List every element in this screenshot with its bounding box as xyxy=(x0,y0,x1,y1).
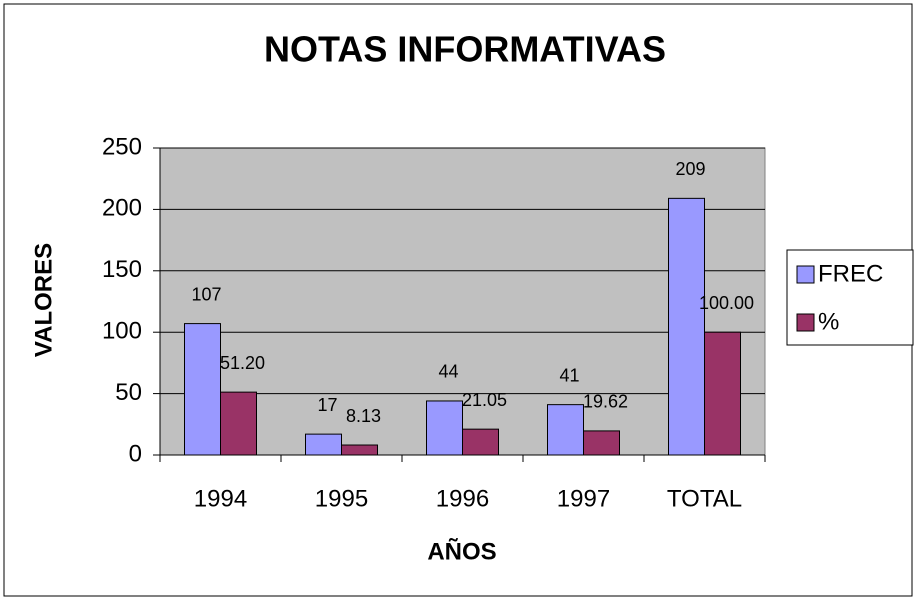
bar xyxy=(305,433,342,456)
y-tick-label: 200 xyxy=(102,195,142,222)
bar xyxy=(341,444,378,456)
value-label: 107 xyxy=(191,284,221,304)
value-label: 100.00 xyxy=(699,293,754,313)
x-tick-label: 1995 xyxy=(315,485,368,512)
value-label: 8.13 xyxy=(346,406,381,426)
legend-label: % xyxy=(818,308,839,335)
value-label: 21.05 xyxy=(462,390,507,410)
y-tick-label: 150 xyxy=(102,256,142,283)
x-tick-label: TOTAL xyxy=(667,485,742,512)
y-tick-label: 250 xyxy=(102,133,142,160)
legend-swatch xyxy=(796,313,815,332)
x-axis-title: AÑOS xyxy=(427,537,496,565)
bar xyxy=(220,391,257,456)
value-label: 17 xyxy=(317,395,337,415)
bar xyxy=(462,428,499,456)
chart-title: NOTAS INFORMATIVAS xyxy=(264,29,666,70)
value-label: 44 xyxy=(438,362,458,382)
legend-label: FREC xyxy=(818,260,883,287)
y-tick-label: 100 xyxy=(102,318,142,345)
value-label: 19.62 xyxy=(583,392,628,412)
legend-swatch xyxy=(796,265,815,284)
y-tick-label: 50 xyxy=(115,379,142,406)
y-tick-label: 0 xyxy=(129,440,142,467)
bar xyxy=(668,197,705,456)
bar xyxy=(184,323,221,456)
x-tick-label: 1994 xyxy=(194,485,247,512)
x-tick-label: 1996 xyxy=(436,485,489,512)
y-axis-title: VALORES xyxy=(30,243,57,357)
value-label: 41 xyxy=(559,365,579,385)
bar xyxy=(583,430,620,456)
bar xyxy=(426,400,463,456)
bar xyxy=(547,404,584,456)
value-label: 51.20 xyxy=(220,353,265,373)
bar xyxy=(704,331,741,456)
x-tick-label: 1997 xyxy=(557,485,610,512)
value-label: 209 xyxy=(675,159,705,179)
